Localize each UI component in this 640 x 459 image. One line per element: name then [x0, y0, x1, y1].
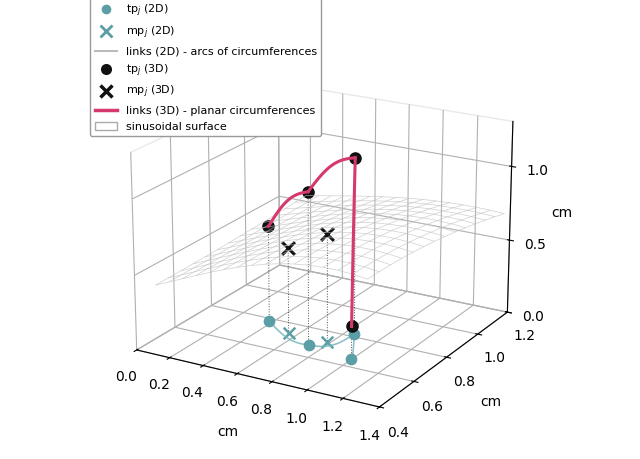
X-axis label: cm: cm	[217, 425, 238, 439]
Y-axis label: cm: cm	[481, 395, 502, 409]
Legend: tp$_j$ (2D), mp$_j$ (2D), links (2D) - arcs of circumferences, tp$_j$ (3D), mp$_: tp$_j$ (2D), mp$_j$ (2D), links (2D) - a…	[90, 0, 321, 136]
